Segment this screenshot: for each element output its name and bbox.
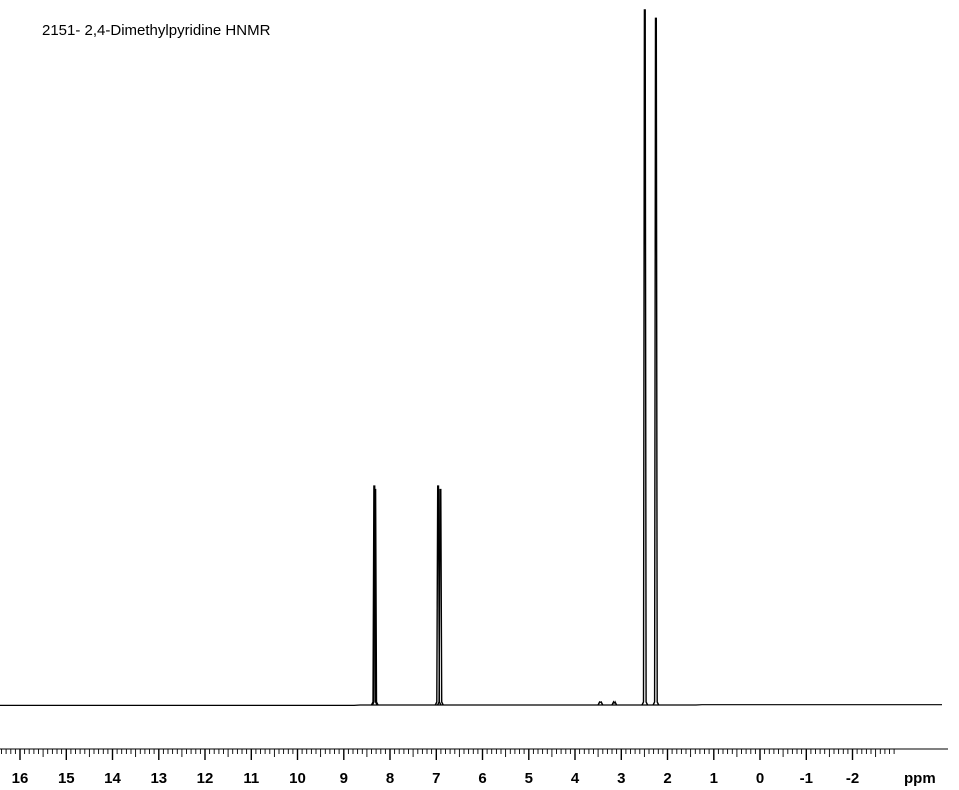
x-axis-tick-label: 9 [340, 770, 348, 787]
nmr-peak [641, 9, 649, 706]
x-axis-label: ppm [904, 770, 936, 787]
x-axis-tick-label: 6 [478, 770, 486, 787]
x-axis-tick-label: 4 [571, 770, 580, 787]
nmr-peak [436, 488, 444, 706]
x-axis-tick-label: 3 [617, 770, 625, 787]
nmr-peak [611, 700, 618, 706]
x-axis-tick-label: 12 [197, 770, 214, 787]
x-axis-tick-label: 16 [12, 770, 29, 787]
nmr-peak [434, 485, 442, 706]
x-axis-tick-label: 10 [289, 770, 306, 787]
x-axis-tick-label: 0 [756, 770, 764, 787]
x-axis-tick-labels: 16 15 14 13 12 11 10 9 8 7 6 5 4 3 2 1 0 -1 -2 [12, 770, 860, 787]
x-axis-tick-label: 15 [58, 770, 75, 787]
nmr-peak [371, 488, 379, 706]
x-axis-tick-label: 1 [710, 770, 718, 787]
x-axis-tick-label: 13 [150, 770, 167, 787]
nmr-peak [652, 17, 660, 706]
x-axis-tick-label: 14 [104, 770, 121, 787]
nmr-peak [370, 485, 378, 706]
x-axis-tick-label: 7 [432, 770, 440, 787]
x-axis-tick-label: -2 [846, 770, 859, 787]
chart-title: 2151- 2,4-Dimethylpyridine HNMR [42, 22, 271, 39]
x-axis-tick-label: -1 [800, 770, 813, 787]
spectrum-baseline [0, 704, 942, 707]
x-axis-tick-label: 8 [386, 770, 394, 787]
x-axis-tick-label: 2 [663, 770, 671, 787]
plot-area [0, 9, 942, 707]
x-axis-tick-label: 5 [525, 770, 533, 787]
nmr-peak [597, 701, 604, 706]
x-axis-major-ticks [19, 749, 854, 760]
x-axis-tick-label: 11 [243, 770, 259, 787]
x-axis-minor-ticks [1, 749, 895, 757]
